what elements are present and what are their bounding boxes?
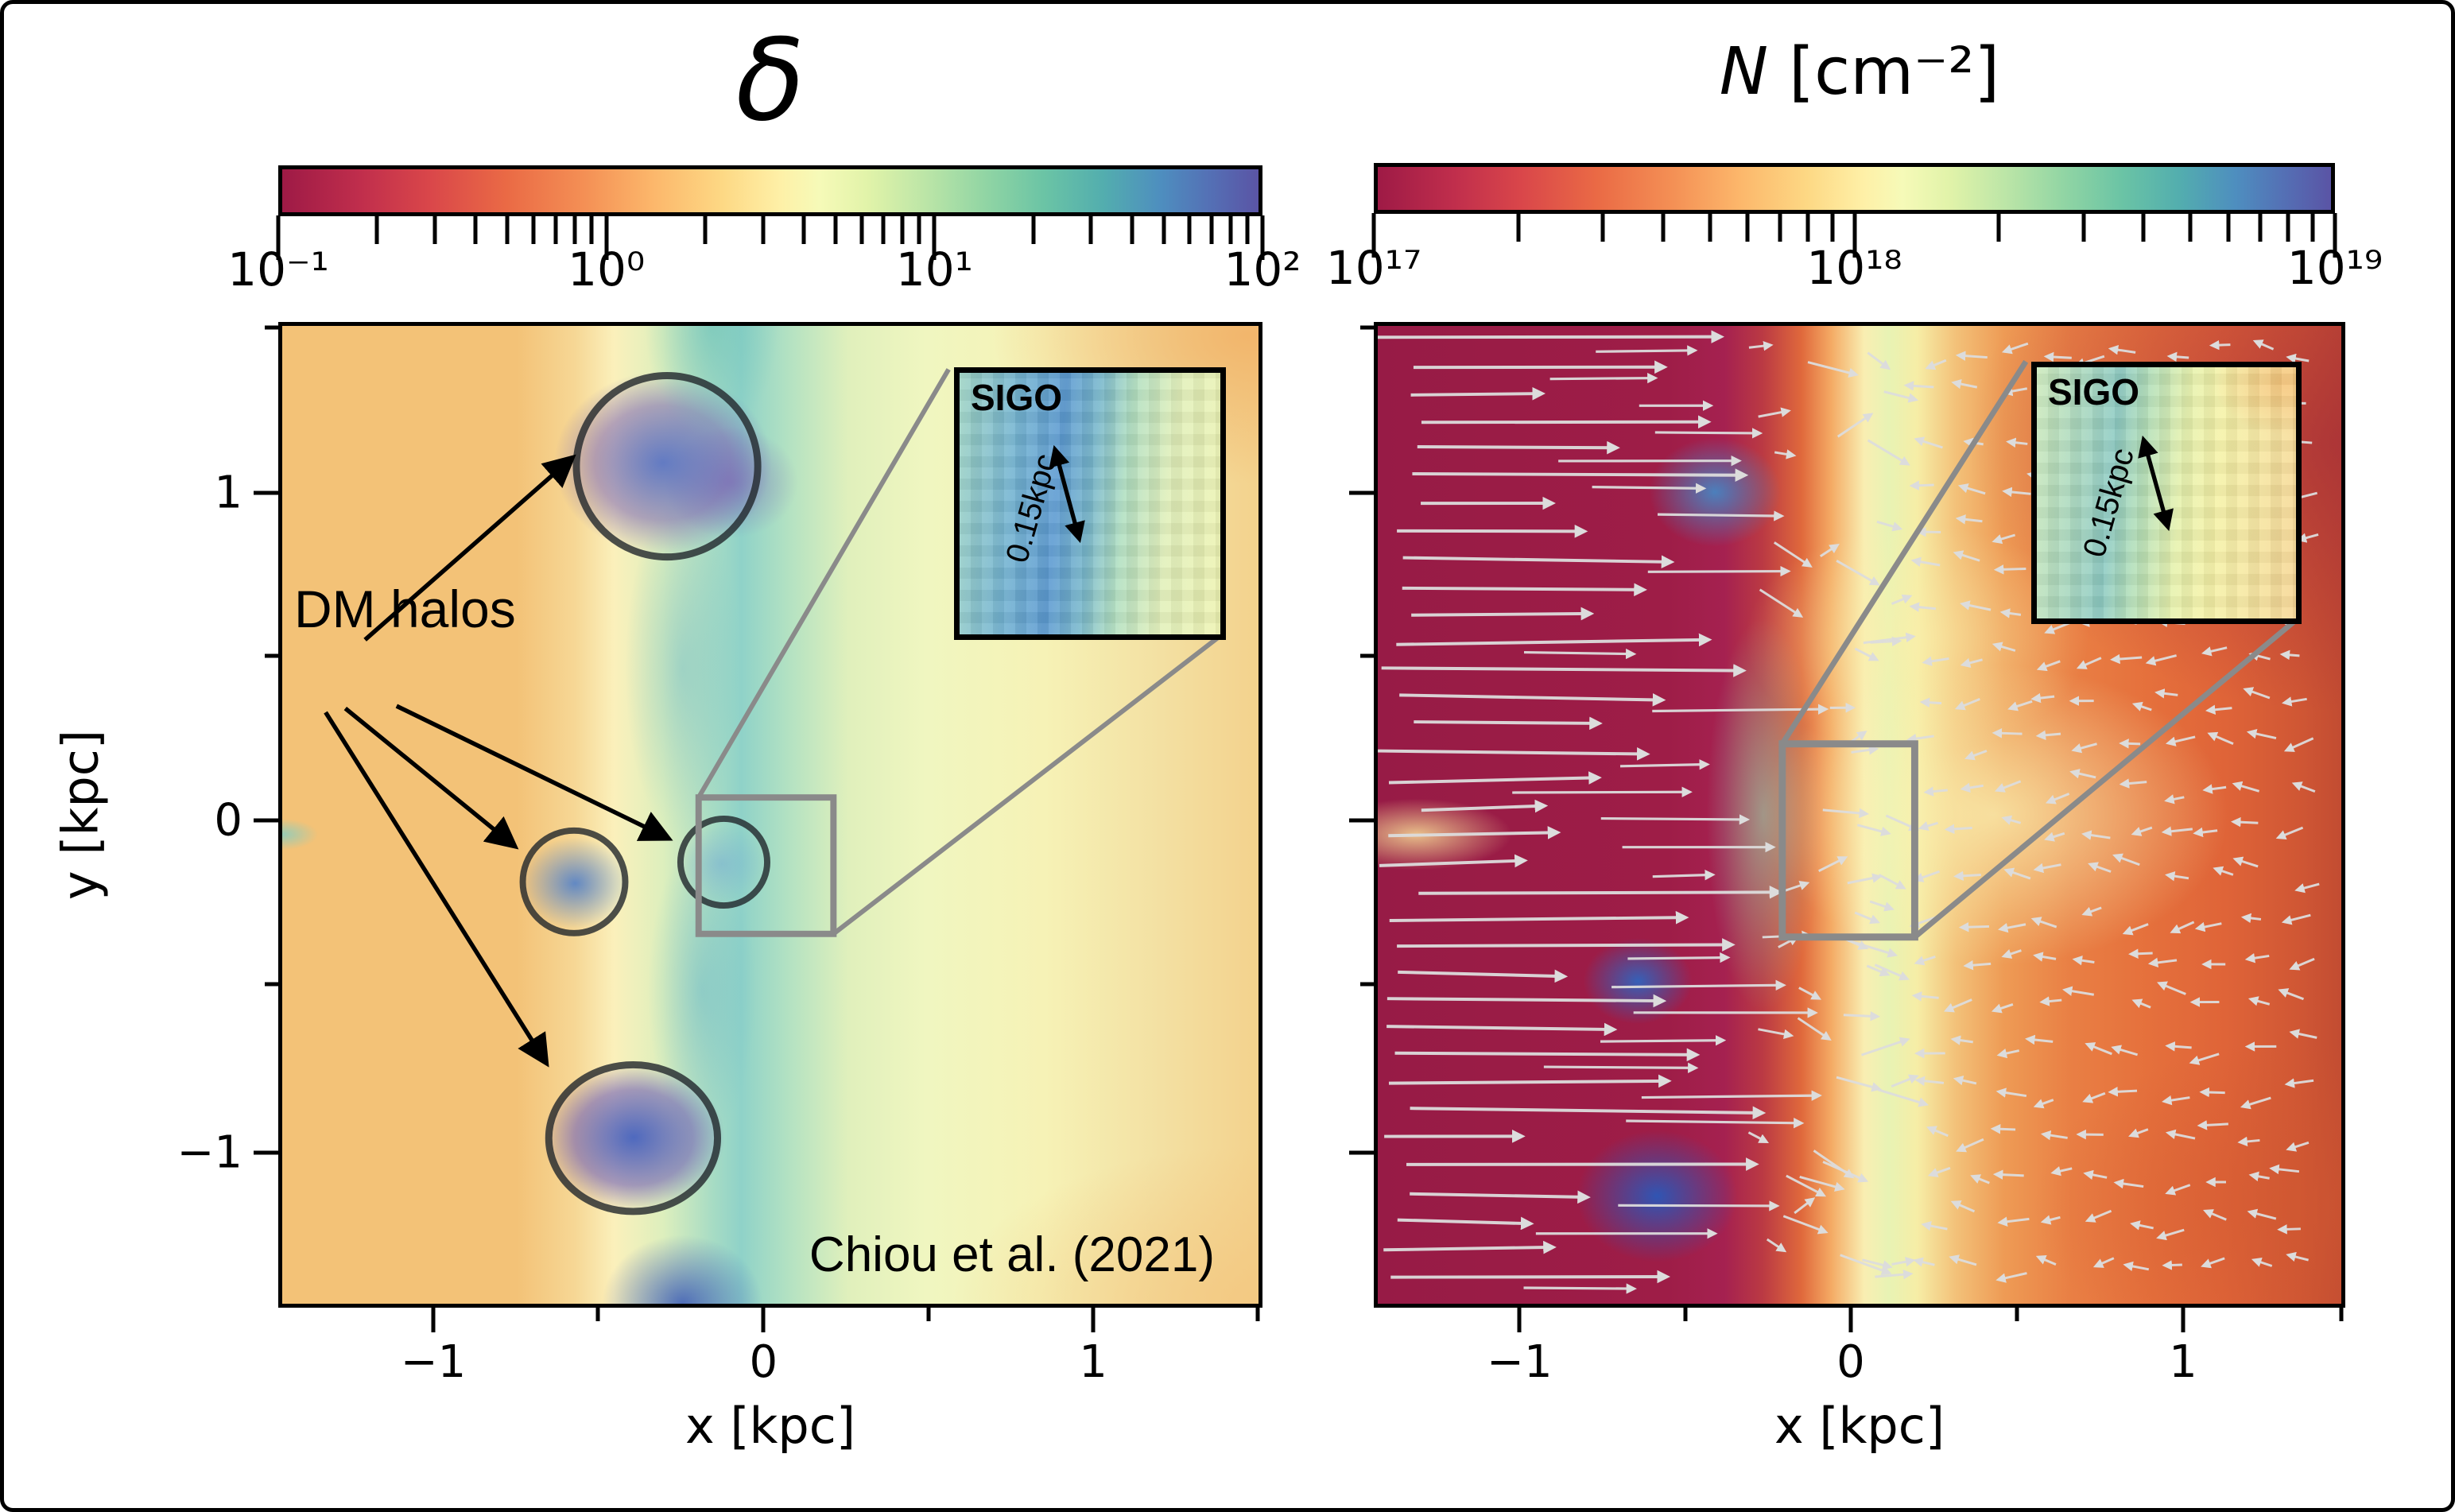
right-colorbar-ticks — [1371, 213, 2337, 261]
y-tick-label: −1 — [176, 1126, 242, 1179]
x-tick-label: 1 — [1079, 1336, 1107, 1388]
inset-connector-line — [832, 635, 1220, 936]
dm-halos-arrow — [363, 454, 576, 642]
left-colorbar-gradient — [282, 169, 1259, 212]
right-y-axis-ticks — [1348, 322, 1374, 1308]
sigo-inset-left: SIGO 0.15kpc — [954, 367, 1226, 640]
left-y-tick-labels: 1 0 −1 — [115, 322, 242, 1308]
right-colorbar-labels: 10¹⁷ 10¹⁸ 10¹⁹ — [1326, 241, 2383, 304]
y-tick-label: 0 — [214, 794, 242, 847]
x-tick-label: −1 — [1487, 1336, 1553, 1388]
dm-halo-ellipse-bottom — [545, 1060, 722, 1215]
right-colorbar — [1374, 163, 2335, 214]
sigo-label: SIGO — [971, 377, 1063, 418]
dm-halo-circle-mid-right — [677, 815, 770, 909]
sigo-label: SIGO — [2048, 371, 2140, 413]
x-tick-label: 0 — [1836, 1336, 1865, 1388]
right-panel-overlay — [1778, 359, 2296, 941]
sigo-zoom-box — [695, 794, 837, 937]
colorbar-tick-label: 10⁰ — [568, 242, 646, 297]
column-density-unit: [cm⁻²] — [1768, 34, 2000, 110]
dm-halos-arrow — [324, 711, 549, 1068]
right-colorbar-title: N [cm⁻²] — [1374, 34, 2345, 110]
left-panel-overlay — [324, 368, 1220, 1215]
colorbar-tick-label: 10¹⁹ — [2286, 241, 2383, 295]
sigo-scale-arrow — [1049, 444, 1085, 544]
left-y-axis-ticks — [253, 322, 278, 1308]
dm-halos-arrow — [395, 704, 673, 841]
colorbar-tick-label: 10¹⁸ — [1806, 241, 1902, 295]
inset-connector-line — [696, 368, 951, 799]
right-x-axis-ticks — [1374, 1308, 2345, 1333]
left-y-axis-label: y [kpc] — [51, 729, 110, 901]
left-x-axis-label: x [kpc] — [685, 1397, 856, 1455]
sigo-scale-arrow — [2138, 435, 2174, 532]
colorbar-tick-label: 10¹⁷ — [1325, 241, 1422, 295]
inset-connector-line — [1913, 619, 2296, 940]
sigo-zoom-box — [1778, 740, 1918, 941]
y-tick-label: 1 — [214, 467, 242, 519]
colorbar-tick-label: 10⁻¹ — [227, 242, 329, 297]
right-x-axis-label: x [kpc] — [1774, 1397, 1945, 1455]
colorbar-tick-label: 10¹ — [895, 242, 973, 297]
dm-halo-circle-mid-left — [519, 827, 629, 936]
inset-connector-line — [1779, 359, 2029, 746]
column-density-symbol: N — [1719, 34, 1769, 110]
overdensity-heatmap-panel: DM halos Chiou et al. (2021) SIGO 0.15kp… — [278, 322, 1262, 1308]
sigo-inset-right: SIGO 0.15kpc — [2031, 362, 2302, 624]
x-tick-label: 1 — [2169, 1336, 2197, 1388]
left-x-axis-ticks — [278, 1308, 1262, 1333]
dm-halos-arrow — [343, 706, 519, 850]
x-tick-label: −1 — [400, 1336, 467, 1388]
dm-halo-circle-top — [572, 372, 762, 561]
left-colorbar-title: δ — [735, 15, 805, 146]
right-colorbar-gradient — [1378, 167, 2331, 210]
left-colorbar — [278, 165, 1262, 216]
column-density-heatmap-panel: SIGO 0.15kpc — [1374, 322, 2345, 1308]
left-x-tick-labels: −1 0 1 — [278, 1336, 1262, 1392]
dm-halos-label: DM halos — [294, 580, 516, 638]
left-colorbar-ticks — [276, 215, 1265, 263]
colorbar-tick-label: 10² — [1224, 242, 1301, 297]
right-x-tick-labels: −1 0 1 — [1374, 1336, 2345, 1392]
x-tick-label: 0 — [749, 1336, 778, 1388]
left-colorbar-labels: 10⁻¹ 10⁰ 10¹ 10² — [227, 242, 1301, 306]
credit-label: Chiou et al. (2021) — [809, 1227, 1215, 1282]
